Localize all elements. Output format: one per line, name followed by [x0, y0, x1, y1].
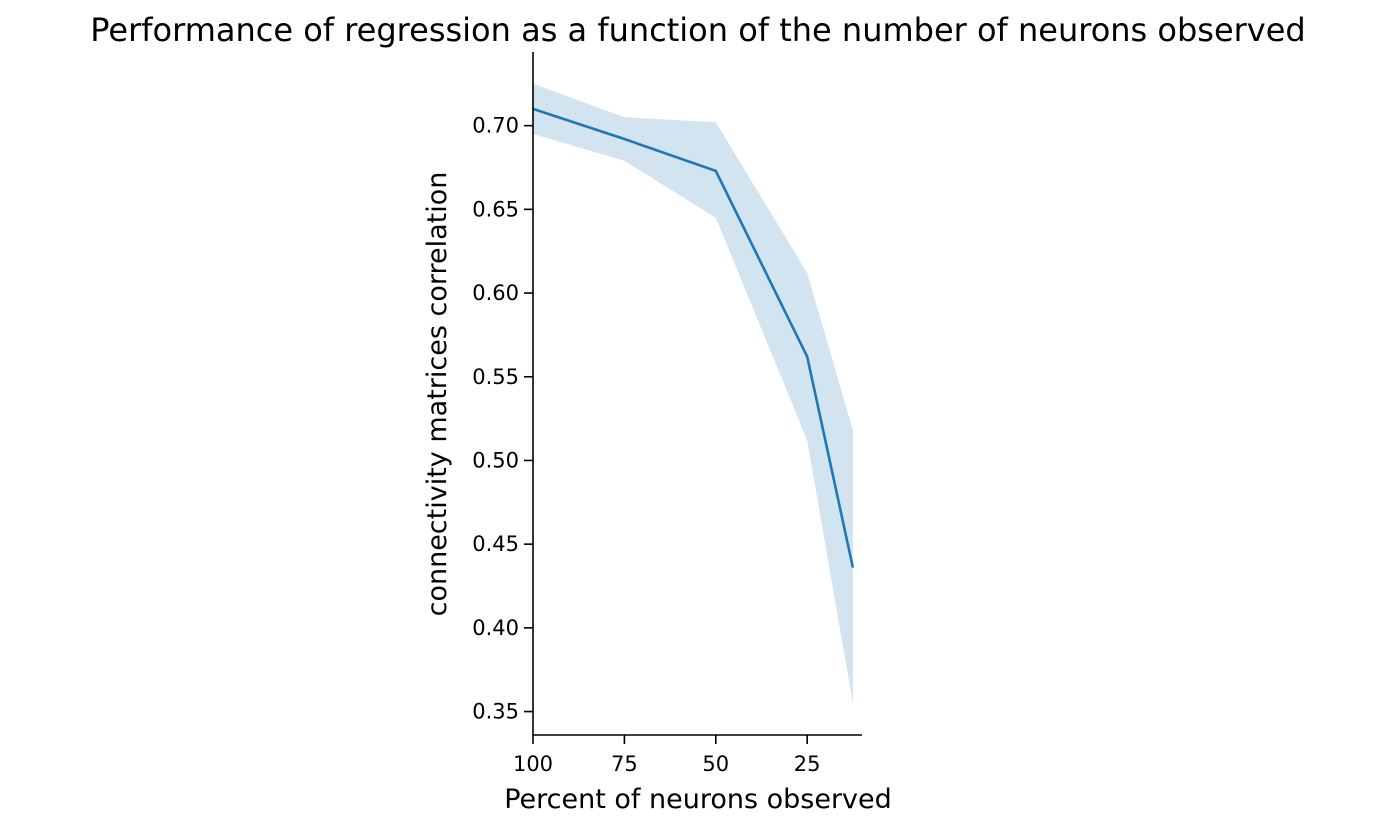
- x-ticks: 100 75 50 25: [513, 735, 821, 776]
- x-axis-label: Percent of neurons observed: [504, 784, 892, 815]
- y-tick-label: 0.45: [472, 532, 519, 556]
- confidence-band: [533, 83, 853, 704]
- x-tick-label: 75: [611, 752, 638, 776]
- y-ticks: 0.35 0.40 0.45 0.50 0.55 0.60 0.65 0.70: [472, 114, 533, 724]
- y-tick-label: 0.35: [472, 700, 519, 724]
- y-tick-label: 0.60: [472, 281, 519, 305]
- plot-area: [532, 83, 855, 704]
- x-tick-label: 50: [702, 752, 729, 776]
- series-line: [532, 107, 855, 568]
- y-axis-label: connectivity matrices correlation: [422, 172, 453, 617]
- y-tick-label: 0.70: [472, 114, 519, 138]
- x-tick-label: 100: [513, 752, 553, 776]
- y-tick-label: 0.55: [472, 365, 519, 389]
- x-tick-label: 25: [794, 752, 821, 776]
- y-tick-label: 0.65: [472, 197, 519, 221]
- chart-title: Performance of regression as a function …: [90, 11, 1305, 49]
- y-tick-label: 0.40: [472, 616, 519, 640]
- y-tick-label: 0.50: [472, 448, 519, 472]
